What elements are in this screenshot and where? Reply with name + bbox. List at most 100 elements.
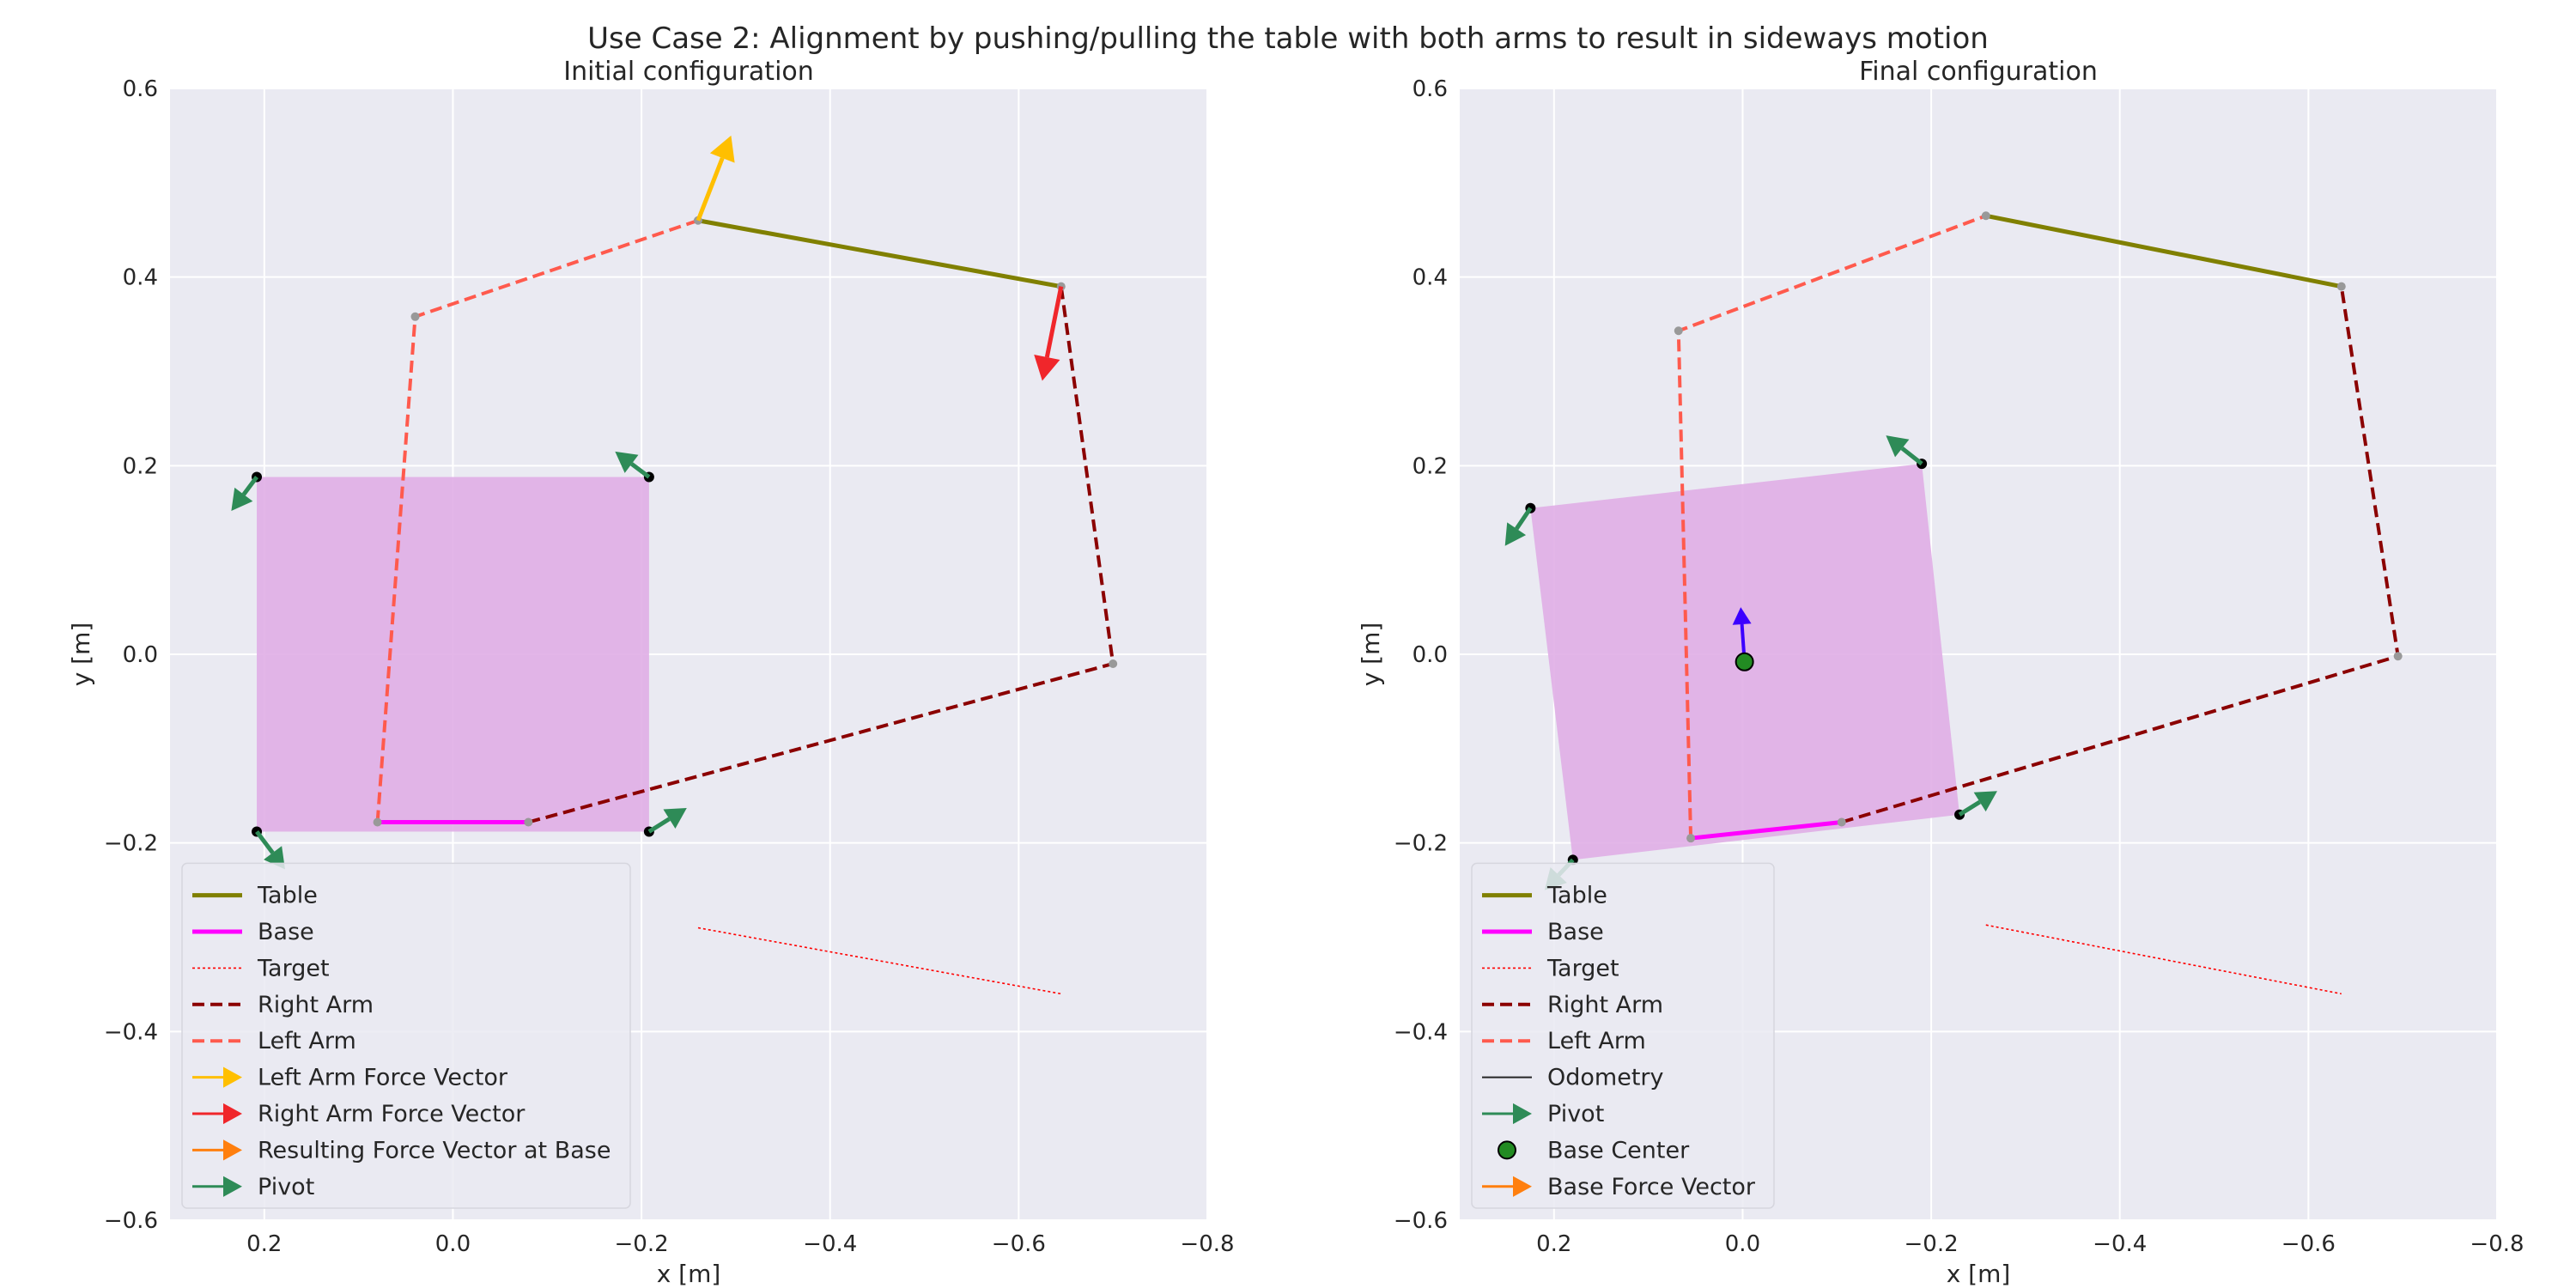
series-base [1690, 820, 1843, 841]
legend-label: Base [258, 919, 314, 945]
initial-configuration-plot: 0.2 0.0 −0.2 −0.4 −0.6 −0.8 −0.6 −0.4 −0.2 0.0 0.2… [67, 57, 1235, 1288]
y-axis-label: y [m] [67, 623, 95, 687]
joint-marker [1109, 659, 1118, 668]
plot-title: Final configuration [1859, 57, 2098, 87]
legend-swatch [1482, 1103, 1532, 1125]
legend-label: Target [257, 955, 330, 981]
legend-swatch [192, 1176, 242, 1197]
pivot-arrow [1504, 507, 1533, 546]
legend-label: Target [1546, 955, 1619, 981]
base-footprint [257, 477, 649, 832]
right-arm-force-vector-shaft [1044, 286, 1064, 358]
y-tick-label: 0.4 [123, 265, 158, 291]
y-tick-label: 0.0 [123, 642, 158, 668]
legend-label: Odometry [1547, 1065, 1664, 1091]
legend-label: Right Arm [1547, 992, 1663, 1018]
y-tick-label: 0.6 [123, 76, 158, 102]
right-arm-force-vector-head [1034, 355, 1060, 381]
x-tick-label: 0.0 [1725, 1231, 1760, 1257]
legend-label: Base Center [1547, 1137, 1690, 1163]
legend-box [1471, 862, 1775, 1209]
x-tick-label: 0.2 [246, 1231, 282, 1257]
base-center-marker [1735, 652, 1754, 671]
legend-label: Base Force Vector [1547, 1174, 1756, 1200]
y-tick-label: −0.4 [104, 1019, 158, 1045]
pivot-arrow-shaft [1900, 447, 1923, 466]
x-tick-label: −0.2 [615, 1231, 669, 1257]
joint-marker [1837, 817, 1846, 827]
plot-title: Initial configuration [563, 57, 814, 87]
legend-swatch [192, 1066, 242, 1088]
legend-swatch-head [223, 1103, 242, 1125]
pivot-arrow-shaft [630, 462, 651, 479]
left-arm-force-vector [696, 135, 735, 222]
joint-marker [1674, 326, 1683, 336]
joint-marker [2393, 652, 2403, 661]
legend-label: Pivot [258, 1174, 314, 1200]
pivot-arrow-shaft [647, 817, 671, 834]
legend-swatch [192, 1139, 242, 1161]
y-tick-label: 0.6 [1413, 76, 1448, 102]
x-tick-label: −0.6 [992, 1231, 1046, 1257]
legend-label: Left Arm [258, 1028, 356, 1054]
legend-label: Table [1546, 883, 1607, 909]
joint-marker [1981, 211, 1990, 221]
legend-label: Right Arm [258, 992, 374, 1018]
y-tick-label: 0.4 [1413, 265, 1448, 291]
left-arm-force-vector-head [709, 135, 735, 163]
pivot-arrow-head [1973, 791, 1997, 812]
x-tick-label: 0.2 [1536, 1231, 1571, 1257]
pivot-arrow-shaft [255, 829, 275, 854]
pivot-arrow-shaft [241, 476, 259, 496]
legend: Table Base Target Right Arm Left Arm Left Arm… [181, 862, 631, 1209]
x-tick-label: 0.0 [435, 1231, 471, 1257]
pivot-arrow-head [1504, 522, 1527, 546]
pivot-arrow-head [1886, 435, 1910, 458]
y-tick-label: −0.6 [104, 1208, 158, 1234]
x-axis-label: x [m] [1947, 1260, 2011, 1288]
x-tick-label: −0.6 [2281, 1231, 2336, 1257]
joint-marker [524, 817, 533, 827]
legend-box [181, 862, 631, 1209]
series-table [697, 218, 1062, 289]
legend-swatch [192, 1103, 242, 1125]
legend: Table Base Target Right Arm Left Arm Odometry… [1471, 862, 1775, 1209]
pivot-arrow-shaft [1515, 507, 1533, 531]
y-tick-label: 0.2 [1413, 453, 1448, 479]
y-tick-label: −0.4 [1394, 1019, 1448, 1045]
pivot-arrow [647, 808, 687, 834]
y-tick-label: −0.2 [104, 831, 158, 857]
pivot-arrow [615, 451, 651, 479]
series-table [1985, 213, 2342, 289]
legend-swatch-head [223, 1176, 242, 1197]
legend-label: Table [257, 883, 318, 909]
y-axis-label: y [m] [1357, 623, 1385, 687]
pivot-arrow-shaft [1958, 799, 1981, 817]
legend-label: Base [1547, 919, 1604, 945]
x-tick-label: −0.8 [1180, 1231, 1234, 1257]
legend-swatch-head [223, 1066, 242, 1088]
legend-swatch-head [223, 1139, 242, 1161]
pivot-arrow-head [663, 808, 687, 829]
final-configuration-plot: 0.2 0.0 −0.2 −0.4 −0.6 −0.8 −0.6 −0.4 −0.2 0.0 0.2… [1357, 57, 2524, 1288]
legend-swatch-head [1513, 1103, 1532, 1125]
pivot-arrow [231, 476, 259, 512]
joint-marker [1686, 834, 1696, 843]
pivot-arrow-head [615, 451, 639, 473]
x-tick-label: −0.8 [2470, 1231, 2524, 1257]
figure-title: Use Case 2: Alignment by pushing/pulling… [587, 21, 1989, 56]
x-tick-label: −0.4 [2093, 1231, 2147, 1257]
x-tick-label: −0.4 [803, 1231, 857, 1257]
y-tick-label: 0.2 [123, 453, 158, 479]
left-arm-force-vector-shaft [696, 157, 725, 222]
odometry-arrow-head [1732, 607, 1752, 625]
legend-label: Left Arm Force Vector [258, 1065, 508, 1091]
joint-marker [410, 312, 420, 321]
legend-swatch [1498, 1140, 1516, 1160]
pivot-arrow [1958, 791, 1997, 817]
pivot-arrow [1886, 435, 1923, 466]
x-tick-label: −0.2 [1905, 1231, 1959, 1257]
y-tick-label: −0.6 [1394, 1208, 1448, 1234]
joint-marker [373, 817, 382, 827]
